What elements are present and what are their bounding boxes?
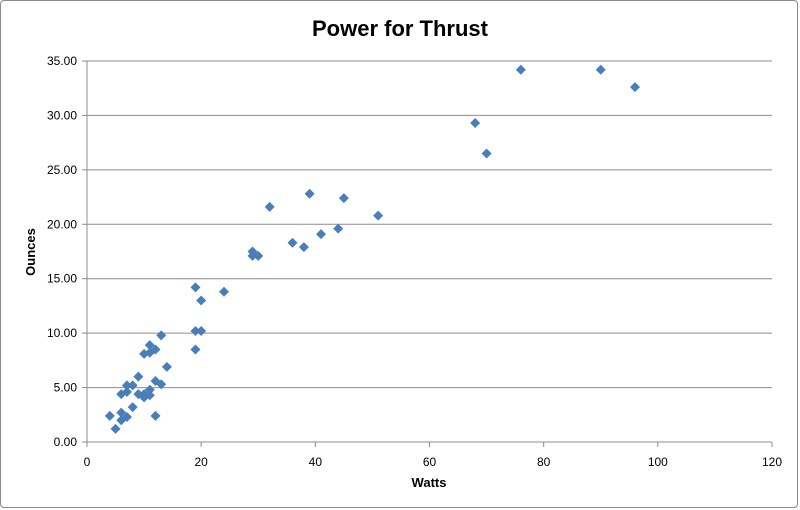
data-point: [196, 295, 207, 306]
y-tick-label: 5.00: [54, 381, 78, 395]
x-tick-label: 100: [648, 455, 668, 469]
data-point: [333, 223, 344, 234]
x-tick-label: 40: [309, 455, 323, 469]
x-tick-label: 0: [84, 455, 91, 469]
axes: [86, 61, 772, 443]
data-point: [316, 229, 327, 240]
data-point: [247, 246, 258, 257]
data-point: [150, 344, 161, 355]
data-point: [133, 371, 144, 382]
data-point: [630, 82, 640, 93]
x-tick-label: 60: [423, 455, 437, 469]
y-axis-ticks: 0.00 5.00 10.00 15.00 20.00 25.00 30.00 35.00: [47, 54, 87, 449]
data-point: [127, 402, 138, 413]
y-tick-label: 20.00: [47, 217, 77, 231]
data-point: [338, 193, 349, 204]
data-point: [144, 384, 155, 395]
data-point: [298, 242, 309, 253]
chart-title: Power for Thrust: [312, 16, 489, 41]
x-tick-label: 80: [537, 455, 551, 469]
data-points: [104, 64, 640, 434]
data-point: [144, 390, 155, 401]
y-tick-label: 10.00: [47, 326, 77, 340]
data-point: [373, 210, 384, 221]
data-point: [104, 410, 115, 421]
data-point: [144, 340, 155, 351]
data-point: [470, 118, 481, 129]
y-tick-label: 25.00: [47, 163, 77, 177]
data-point: [127, 380, 138, 391]
data-point: [253, 250, 264, 261]
data-point: [156, 379, 167, 390]
data-point: [121, 380, 132, 391]
data-point: [161, 361, 172, 372]
data-point: [190, 325, 201, 336]
data-point: [156, 330, 167, 341]
y-tick-label: 30.00: [47, 108, 77, 122]
data-point: [196, 325, 207, 336]
gridlines: [87, 60, 772, 389]
x-tick-label: 120: [762, 455, 782, 469]
data-point: [121, 411, 132, 422]
y-tick-label: 0.00: [54, 435, 78, 449]
x-tick-label: 20: [194, 455, 208, 469]
data-point: [287, 237, 298, 248]
data-point: [304, 188, 315, 199]
data-point: [150, 410, 161, 421]
data-point: [190, 344, 201, 355]
data-point: [121, 386, 132, 397]
data-point: [219, 286, 229, 297]
y-tick-label: 15.00: [47, 272, 77, 286]
data-point: [264, 201, 275, 212]
data-point: [116, 407, 127, 418]
data-point: [190, 282, 201, 293]
data-point: [515, 64, 526, 75]
x-axis-title: Watts: [412, 475, 447, 490]
y-axis-title: Ounces: [23, 228, 38, 276]
x-axis-ticks: 0 20 40 60 80 100 120: [84, 442, 782, 469]
data-point: [110, 423, 121, 434]
y-tick-label: 35.00: [47, 54, 77, 68]
data-point: [481, 148, 492, 159]
data-point: [595, 64, 606, 75]
